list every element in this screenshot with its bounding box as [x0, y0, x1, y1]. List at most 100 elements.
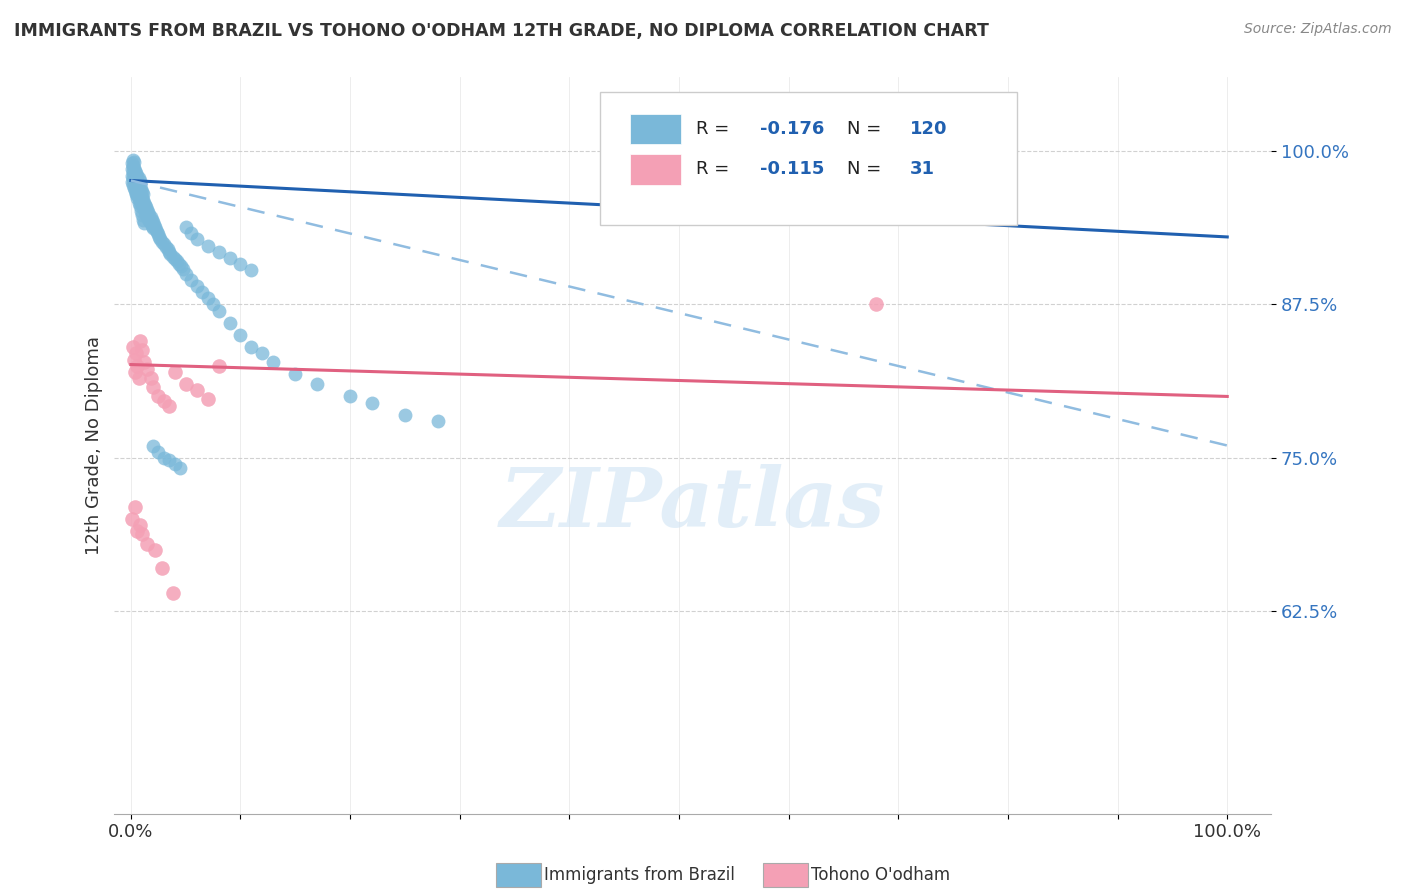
Text: N =: N =: [846, 161, 887, 178]
Point: [132, 199, 155, 213]
Point: [136, 362, 159, 376]
Point: [240, 263, 263, 277]
Text: -0.115: -0.115: [759, 161, 824, 178]
Point: [132, 355, 155, 369]
Point: [128, 173, 150, 187]
Point: [141, 212, 163, 227]
Point: [207, 244, 229, 259]
Point: [127, 181, 149, 195]
Point: [128, 186, 150, 200]
Point: [122, 155, 145, 169]
Point: [122, 171, 145, 186]
Point: [138, 205, 160, 219]
Point: [124, 500, 146, 514]
Point: [138, 214, 160, 228]
Point: [170, 260, 193, 274]
Point: [148, 389, 170, 403]
Point: [307, 377, 329, 392]
Point: [159, 247, 181, 261]
Point: [122, 159, 145, 173]
Point: [125, 166, 148, 180]
Point: [148, 230, 170, 244]
Point: [128, 171, 150, 186]
Y-axis label: 12th Grade, No Diploma: 12th Grade, No Diploma: [86, 336, 103, 555]
Point: [150, 235, 173, 249]
Point: [127, 359, 149, 373]
FancyBboxPatch shape: [630, 113, 681, 145]
Point: [174, 220, 197, 235]
Point: [128, 179, 150, 194]
Point: [135, 201, 157, 215]
Point: [152, 450, 174, 465]
Point: [240, 340, 263, 354]
Point: [142, 438, 165, 452]
Point: [143, 220, 166, 235]
Point: [167, 257, 190, 271]
Text: R =: R =: [696, 161, 735, 178]
Point: [155, 240, 177, 254]
Point: [252, 346, 274, 360]
Point: [157, 399, 180, 413]
Point: [162, 250, 184, 264]
Point: [125, 178, 148, 193]
Point: [191, 285, 214, 300]
Point: [122, 161, 145, 176]
Point: [141, 219, 163, 233]
Point: [197, 238, 219, 252]
Point: [202, 297, 225, 311]
Point: [162, 586, 184, 600]
Text: 31: 31: [910, 161, 935, 178]
Point: [129, 195, 152, 210]
Point: [157, 244, 180, 259]
Point: [134, 204, 156, 219]
Point: [132, 193, 155, 207]
FancyBboxPatch shape: [600, 92, 1017, 225]
Point: [284, 368, 307, 382]
Point: [186, 279, 208, 293]
Point: [778, 144, 800, 158]
Text: -0.176: -0.176: [759, 120, 824, 138]
Point: [128, 183, 150, 197]
Point: [229, 328, 252, 343]
Point: [128, 195, 150, 210]
Point: [131, 196, 153, 211]
Point: [125, 186, 148, 201]
Point: [166, 254, 188, 268]
Point: [152, 237, 174, 252]
Point: [127, 175, 149, 189]
Point: [122, 352, 145, 367]
Point: [134, 198, 156, 212]
Point: [128, 199, 150, 213]
Point: [131, 191, 153, 205]
Point: [262, 355, 284, 369]
Point: [163, 252, 186, 266]
Point: [136, 536, 159, 550]
Point: [128, 191, 150, 205]
Point: [143, 542, 166, 557]
Point: [142, 218, 165, 232]
Point: [121, 162, 143, 177]
Point: [122, 167, 145, 181]
Point: [128, 193, 150, 207]
Point: [149, 232, 172, 246]
Point: [129, 188, 152, 202]
Point: [132, 216, 155, 230]
Point: [132, 212, 155, 227]
Point: [152, 394, 174, 409]
Point: [128, 334, 150, 349]
Point: [186, 232, 208, 246]
Point: [865, 297, 887, 311]
Point: [122, 340, 145, 354]
Point: [131, 208, 153, 222]
Point: [163, 365, 186, 379]
Point: [125, 172, 148, 186]
Point: [132, 186, 155, 201]
Point: [339, 389, 361, 403]
Point: [174, 267, 197, 281]
Point: [148, 227, 170, 242]
Point: [129, 182, 152, 196]
Point: [138, 208, 160, 222]
Point: [142, 215, 165, 229]
Point: [122, 181, 145, 195]
Point: [207, 359, 229, 373]
